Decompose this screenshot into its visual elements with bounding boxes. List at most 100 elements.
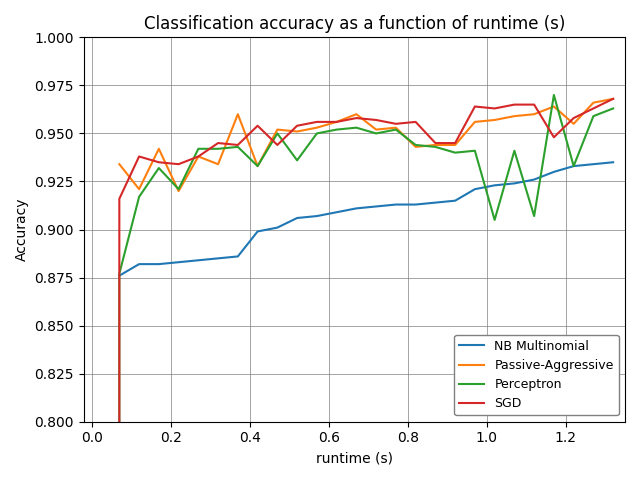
Passive-Aggressive xyxy=(589,100,597,106)
NB Multinomial xyxy=(609,159,617,165)
Perceptron xyxy=(550,92,557,98)
NB Multinomial xyxy=(550,169,557,175)
Passive-Aggressive xyxy=(471,119,479,125)
SGD xyxy=(135,154,143,159)
Perceptron xyxy=(115,419,123,425)
Perceptron xyxy=(313,131,321,136)
Passive-Aggressive xyxy=(609,96,617,102)
NB Multinomial xyxy=(431,200,439,205)
SGD xyxy=(451,140,459,146)
Perceptron xyxy=(589,113,597,119)
Perceptron xyxy=(155,165,163,171)
Perceptron xyxy=(234,144,242,150)
SGD xyxy=(531,102,538,108)
SGD xyxy=(372,117,380,123)
Perceptron xyxy=(195,146,202,152)
NB Multinomial xyxy=(175,259,182,265)
SGD xyxy=(431,140,439,146)
SGD xyxy=(471,104,479,109)
Perceptron xyxy=(175,186,182,192)
Line: NB Multinomial: NB Multinomial xyxy=(119,162,613,276)
NB Multinomial xyxy=(491,182,499,188)
SGD xyxy=(570,115,577,121)
Passive-Aggressive xyxy=(155,146,163,152)
Perceptron xyxy=(333,127,340,132)
NB Multinomial xyxy=(313,213,321,219)
X-axis label: runtime (s): runtime (s) xyxy=(316,451,393,465)
Passive-Aggressive xyxy=(195,154,202,159)
SGD xyxy=(175,161,182,167)
Perceptron xyxy=(273,131,281,136)
NB Multinomial xyxy=(451,198,459,204)
NB Multinomial xyxy=(531,177,538,182)
SGD xyxy=(214,140,222,146)
Passive-Aggressive xyxy=(234,111,242,117)
SGD xyxy=(195,154,202,159)
Passive-Aggressive xyxy=(175,188,182,194)
Perceptron xyxy=(353,125,360,131)
Passive-Aggressive xyxy=(135,186,143,192)
Passive-Aggressive xyxy=(511,113,518,119)
NB Multinomial xyxy=(372,204,380,209)
Passive-Aggressive xyxy=(550,104,557,109)
Passive-Aggressive xyxy=(531,111,538,117)
Perceptron xyxy=(372,131,380,136)
NB Multinomial xyxy=(293,215,301,221)
SGD xyxy=(412,119,419,125)
SGD xyxy=(609,96,617,102)
SGD xyxy=(491,106,499,111)
Perceptron xyxy=(293,157,301,163)
Line: Passive-Aggressive: Passive-Aggressive xyxy=(119,99,613,191)
SGD xyxy=(353,115,360,121)
Passive-Aggressive xyxy=(570,121,577,127)
NB Multinomial xyxy=(254,228,262,234)
NB Multinomial xyxy=(412,202,419,207)
Passive-Aggressive xyxy=(333,119,340,125)
Perceptron xyxy=(531,213,538,219)
Passive-Aggressive xyxy=(431,142,439,148)
SGD xyxy=(293,123,301,129)
NB Multinomial xyxy=(471,186,479,192)
Passive-Aggressive xyxy=(353,111,360,117)
Title: Classification accuracy as a function of runtime (s): Classification accuracy as a function of… xyxy=(144,15,565,33)
SGD xyxy=(254,123,262,129)
Perceptron xyxy=(412,142,419,148)
NB Multinomial xyxy=(273,225,281,230)
Perceptron xyxy=(392,127,400,132)
Y-axis label: Accuracy: Accuracy xyxy=(15,198,29,261)
NB Multinomial xyxy=(589,161,597,167)
Line: Perceptron: Perceptron xyxy=(119,95,613,422)
SGD xyxy=(155,159,163,165)
Passive-Aggressive xyxy=(372,127,380,132)
Perceptron xyxy=(431,144,439,150)
Perceptron xyxy=(254,163,262,169)
Passive-Aggressive xyxy=(214,161,222,167)
SGD xyxy=(234,142,242,148)
Perceptron xyxy=(491,217,499,223)
Perceptron xyxy=(135,194,143,200)
SGD xyxy=(511,102,518,108)
Passive-Aggressive xyxy=(254,163,262,169)
Passive-Aggressive xyxy=(313,125,321,131)
NB Multinomial xyxy=(570,163,577,169)
Passive-Aggressive xyxy=(273,127,281,132)
Passive-Aggressive xyxy=(412,144,419,150)
SGD xyxy=(115,196,123,202)
Passive-Aggressive xyxy=(491,117,499,123)
SGD xyxy=(273,142,281,148)
NB Multinomial xyxy=(135,261,143,267)
Line: SGD: SGD xyxy=(119,99,613,422)
NB Multinomial xyxy=(353,205,360,211)
Perceptron xyxy=(451,150,459,156)
NB Multinomial xyxy=(234,253,242,259)
NB Multinomial xyxy=(195,257,202,263)
Perceptron xyxy=(511,148,518,154)
NB Multinomial xyxy=(214,255,222,261)
Passive-Aggressive xyxy=(451,142,459,148)
NB Multinomial xyxy=(511,180,518,186)
NB Multinomial xyxy=(392,202,400,207)
SGD xyxy=(115,419,123,425)
SGD xyxy=(313,119,321,125)
NB Multinomial xyxy=(115,273,123,278)
Passive-Aggressive xyxy=(293,129,301,134)
